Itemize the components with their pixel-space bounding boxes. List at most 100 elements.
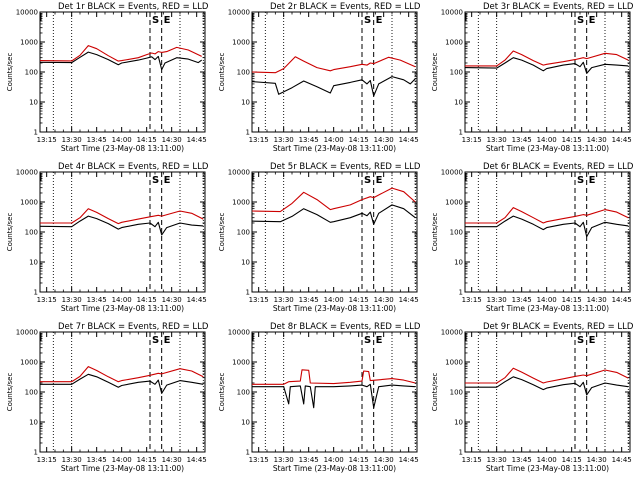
x-tick-label: 14:15 [562,456,582,464]
x-tick-label: 14:00 [112,456,132,464]
x-tick-label: 14:15 [137,456,157,464]
panel-title: Det 5r BLACK = Events, RED = LLD [270,162,421,172]
y-tick-label: 100 [450,229,463,237]
y-tick-label: 100 [25,69,38,77]
y-axis-label: Counts/sec [218,373,226,412]
x-tick-label: 14:30 [587,456,607,464]
y-tick-label: 1 [459,449,463,457]
series-line-lld [465,367,629,384]
x-tick-label: 14:15 [349,296,369,304]
series-line-events [252,76,416,97]
x-tick-label: 14:45 [399,456,419,464]
y-axis-label: Counts/sec [218,53,226,92]
x-tick-label: 13:45 [299,456,319,464]
panel-1: Det 1r BLACK = Events, RED = LLD 1 10 100 10… [6,2,209,153]
series-line-events [40,215,204,236]
x-tick-label: 14:45 [612,456,632,464]
y-tick-label: 10000 [16,329,38,337]
x-tick-label: 14:30 [587,136,607,144]
panel-5: Det 5r BLACK = Events, RED = LLD 1 10 100 10… [218,162,421,313]
x-tick-label: 14:30 [374,296,394,304]
panel-title: Det 2r BLACK = Events, RED = LLD [270,2,421,12]
x-tick-label: 14:30 [162,136,182,144]
y-tick-label: 100 [25,229,38,237]
y-axis-label: Counts/sec [6,213,14,252]
panel-9: Det 9r BLACK = Events, RED = LLD 1 10 100 10… [431,322,634,473]
panel-title: Det 6r BLACK = Events, RED = LLD [483,162,634,172]
series-line-lld [252,369,416,385]
x-tick-label: 14:30 [162,296,182,304]
y-tick-label: 10 [241,259,250,267]
y-axis-label: Counts/sec [431,373,439,412]
y-tick-label: 1 [34,129,38,137]
time-marker-label: S [577,15,584,26]
time-marker-label: S [364,335,371,346]
x-axis-label: Start Time (23-May-08 13:11:00) [61,464,184,473]
series-line-lld [40,208,204,225]
x-tick-label: 13:45 [512,136,532,144]
y-tick-label: 10000 [441,169,463,177]
y-tick-label: 1 [34,449,38,457]
y-tick-label: 1000 [20,39,38,47]
panel-8: Det 8r BLACK = Events, RED = LLD 1 10 100 10… [218,322,421,473]
panel-title: Det 4r BLACK = Events, RED = LLD [58,162,209,172]
x-tick-label: 13:15 [37,136,57,144]
x-axis-label: Start Time (23-May-08 13:11:00) [273,304,396,313]
y-tick-label: 10 [454,259,463,267]
series-line-lld [465,50,629,67]
x-tick-label: 14:00 [537,296,557,304]
x-tick-label: 13:30 [274,136,294,144]
y-tick-label: 1000 [20,199,38,207]
y-tick-label: 1000 [445,199,463,207]
x-tick-label: 14:45 [187,136,207,144]
y-axis-label: Counts/sec [431,213,439,252]
x-axis-label: Start Time (23-May-08 13:11:00) [486,144,609,153]
y-tick-label: 10 [29,259,38,267]
time-marker-label: S [577,175,584,186]
time-marker-label: S [364,15,371,26]
x-tick-label: 13:45 [87,296,107,304]
x-tick-label: 14:45 [187,296,207,304]
y-tick-label: 10 [29,419,38,427]
x-axis-label: Start Time (23-May-08 13:11:00) [486,304,609,313]
y-axis-label: Counts/sec [6,373,14,412]
x-tick-label: 13:30 [62,296,82,304]
x-tick-label: 13:30 [62,136,82,144]
x-axis-label: Start Time (23-May-08 13:11:00) [273,464,396,473]
x-tick-label: 14:15 [349,136,369,144]
y-tick-label: 100 [237,389,250,397]
panel-3: Det 3r BLACK = Events, RED = LLD 1 10 100 10… [431,2,634,153]
series-line-lld [40,45,202,62]
time-marker-label: S [364,175,371,186]
y-tick-label: 10 [454,99,463,107]
series-line-lld [252,56,416,74]
x-tick-label: 13:15 [249,456,269,464]
x-tick-label: 14:00 [537,456,557,464]
y-tick-label: 10000 [441,329,463,337]
x-tick-label: 14:30 [374,456,394,464]
y-tick-label: 10000 [228,169,250,177]
x-axis-label: Start Time (23-May-08 13:11:00) [486,464,609,473]
time-marker-label: E [376,15,383,26]
series-line-lld [465,207,629,224]
x-tick-label: 13:45 [87,136,107,144]
y-tick-label: 1 [34,289,38,297]
y-tick-label: 1000 [445,359,463,367]
x-tick-label: 14:45 [612,296,632,304]
y-tick-label: 10000 [16,169,38,177]
time-marker-label: S [152,15,159,26]
time-marker-label: E [376,175,383,186]
series-line-lld [40,366,204,383]
panel-title: Det 9r BLACK = Events, RED = LLD [483,322,634,332]
panel-title: Det 3r BLACK = Events, RED = LLD [483,2,634,12]
x-tick-label: 14:00 [112,296,132,304]
series-line-events [465,376,629,396]
x-tick-label: 13:45 [512,296,532,304]
panel-6: Det 6r BLACK = Events, RED = LLD 1 10 100 10… [431,162,634,313]
time-marker-label: E [164,335,171,346]
y-tick-label: 10 [241,99,250,107]
panel-title: Det 8r BLACK = Events, RED = LLD [270,322,421,332]
y-tick-label: 1000 [20,359,38,367]
y-tick-label: 10000 [441,9,463,17]
y-tick-label: 10000 [228,329,250,337]
